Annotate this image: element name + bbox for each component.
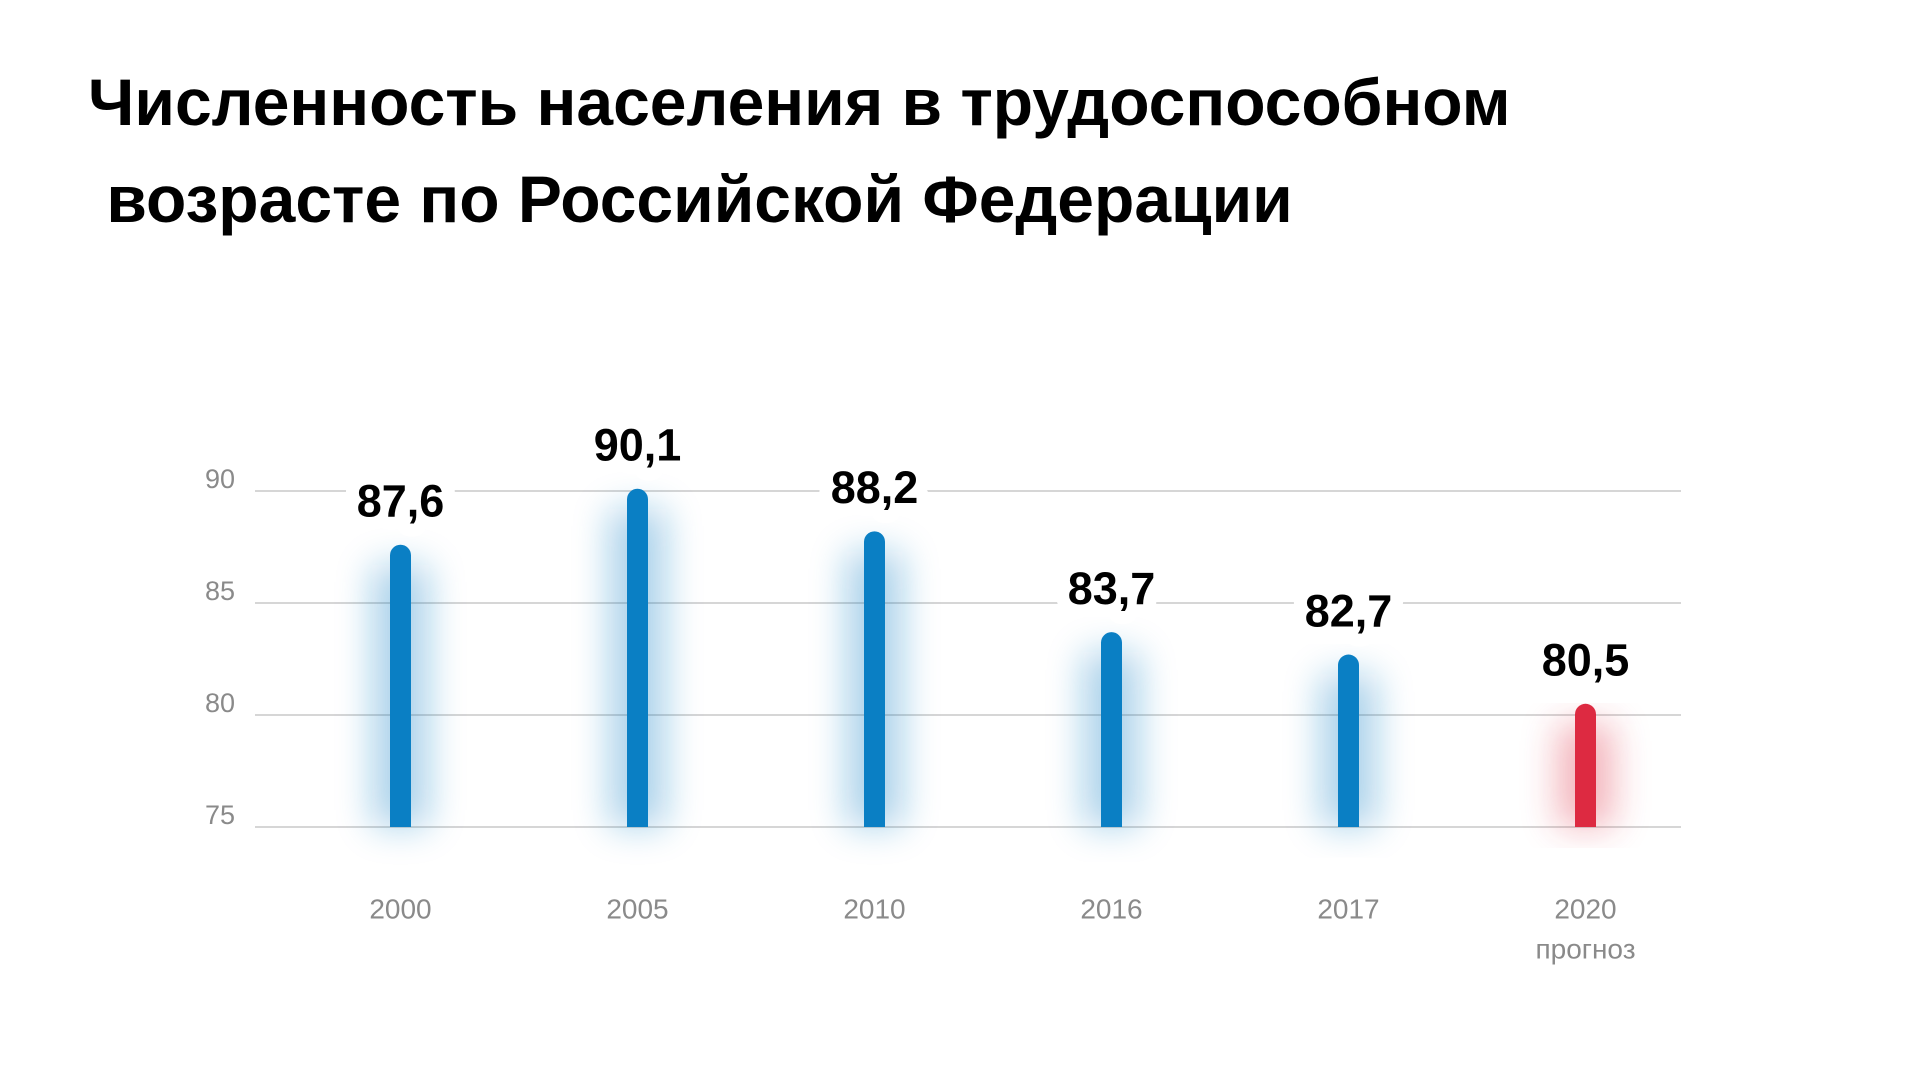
x-tick-label: 2010 <box>843 893 905 924</box>
value-label: 88,2 <box>831 462 919 513</box>
bar <box>627 488 648 827</box>
bar <box>1575 703 1596 827</box>
bar <box>1101 632 1122 827</box>
value-label: 80,5 <box>1542 635 1630 686</box>
bar <box>1338 654 1359 827</box>
chart-title: Численность населения в трудоспособном в… <box>88 65 1511 236</box>
y-tick-label: 90 <box>205 464 235 494</box>
y-tick-label: 85 <box>205 576 235 606</box>
value-label: 82,7 <box>1305 585 1393 636</box>
x-tick-label: 2020 <box>1554 893 1616 924</box>
y-tick-label: 80 <box>205 688 235 718</box>
x-tick-label: 2005 <box>606 893 668 924</box>
bar <box>390 544 411 827</box>
x-tick-label: 2017 <box>1317 893 1379 924</box>
value-label: 83,7 <box>1068 563 1156 614</box>
value-label: 87,6 <box>357 476 445 527</box>
x-tick-label: 2000 <box>369 893 431 924</box>
bar <box>864 531 885 827</box>
y-tick-label: 75 <box>205 800 235 830</box>
value-label: 90,1 <box>594 420 682 471</box>
x-tick-note: прогноз <box>1535 933 1635 964</box>
x-tick-label: 2016 <box>1080 893 1142 924</box>
